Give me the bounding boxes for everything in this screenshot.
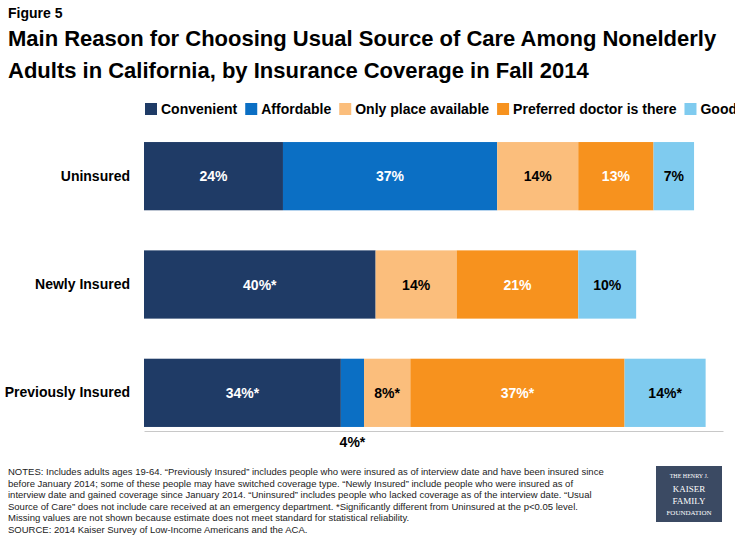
data-label: 14% <box>524 168 553 184</box>
bar-segment <box>376 250 457 318</box>
logo-box <box>656 466 722 522</box>
data-label: 24% <box>199 168 228 184</box>
legend-item: Only place available <box>339 101 489 117</box>
legend-swatch <box>684 103 696 115</box>
category-label: Previously Insured <box>5 384 130 400</box>
data-label: 21% <box>503 277 532 293</box>
legend-label: Convenient <box>161 101 238 117</box>
data-label: 37% <box>376 168 405 184</box>
bar-segment <box>144 359 341 427</box>
legend-label: Good Reputation <box>700 101 735 117</box>
data-label: 10% <box>593 277 622 293</box>
data-labels: 24% 40%* 34%* 37% 4%* 14% 14% 8%* 13% 21% 37%* 7% 10… <box>199 168 684 450</box>
legend-swatch <box>339 103 351 115</box>
category-label: Uninsured <box>61 168 130 184</box>
bar-segment <box>654 142 695 210</box>
y-tick: Newly Insured <box>35 276 130 292</box>
bar-segment <box>144 142 283 210</box>
bars <box>144 142 706 427</box>
note-line: Source of Care” does not include care re… <box>8 501 578 512</box>
bar-segment <box>144 250 376 318</box>
y-tick: Previously Insured <box>5 384 130 400</box>
data-label: 14%* <box>648 385 682 401</box>
data-label: 40%* <box>243 277 277 293</box>
logo: THE HENRY J. KAISER FAMILY FOUNDATION <box>656 466 722 522</box>
note-line: interview date and gained coverage since… <box>8 489 592 500</box>
bar-segment <box>457 250 579 318</box>
legend-item: Affordable <box>245 101 331 117</box>
data-label: 13% <box>602 168 631 184</box>
data-label: 14% <box>402 277 431 293</box>
x-axis <box>145 431 724 432</box>
legend-item: Preferred doctor is there <box>497 101 677 117</box>
data-label: 8%* <box>374 385 400 401</box>
bar-segment <box>497 142 578 210</box>
bar-segment <box>578 250 636 318</box>
legend-item: Convenient <box>145 101 238 117</box>
source: SOURCE: 2014 Kaiser Survey of Low-Income… <box>8 524 307 535</box>
y-tick: Uninsured <box>61 168 130 184</box>
notes: NOTES: Includes adults ages 19-64. “Prev… <box>8 466 604 535</box>
legend-label: Preferred doctor is there <box>513 101 677 117</box>
legend-item: Good Reputation <box>684 101 735 117</box>
logo-text: KAISER <box>673 484 706 494</box>
data-label: 7% <box>664 168 685 184</box>
note-line: Missing values are not shown because est… <box>8 512 409 523</box>
title-line: Adults in California, by Insurance Cover… <box>8 58 589 83</box>
legend-swatch <box>145 103 157 115</box>
bar-segment <box>341 359 364 427</box>
note-line: before January 2014; some of these peopl… <box>8 478 573 489</box>
legend-label: Affordable <box>261 101 331 117</box>
title: Main Reason for Choosing Usual Source of… <box>8 26 722 83</box>
background <box>0 0 735 551</box>
bar-segment <box>283 142 497 210</box>
logo-text: FAMILY <box>673 496 706 506</box>
legend-swatch <box>497 103 509 115</box>
bar-segment <box>625 359 706 427</box>
bar-segment <box>364 359 410 427</box>
bar-segment <box>410 359 624 427</box>
legend: Convenient Affordable Only place available… <box>145 101 735 117</box>
chart: Figure 5 Main Reason for Choosing Usual S… <box>0 0 735 551</box>
y-axis: Uninsured Newly Insured Previously Insured <box>5 168 130 401</box>
data-label: 34%* <box>226 385 260 401</box>
data-label: 4%* <box>340 434 366 450</box>
note-line: NOTES: Includes adults ages 19-64. “Prev… <box>8 466 604 477</box>
data-label: 37%* <box>501 385 535 401</box>
x-axis-line <box>145 431 724 432</box>
title-line: Main Reason for Choosing Usual Source of… <box>8 26 722 51</box>
logo-text: THE HENRY J. <box>670 473 709 479</box>
legend-swatch <box>245 103 257 115</box>
bar-segment <box>578 142 653 210</box>
figure-label: Figure 5 <box>8 5 63 21</box>
logo-text: FOUNDATION <box>666 509 711 517</box>
legend-label: Only place available <box>355 101 489 117</box>
category-label: Newly Insured <box>35 276 130 292</box>
